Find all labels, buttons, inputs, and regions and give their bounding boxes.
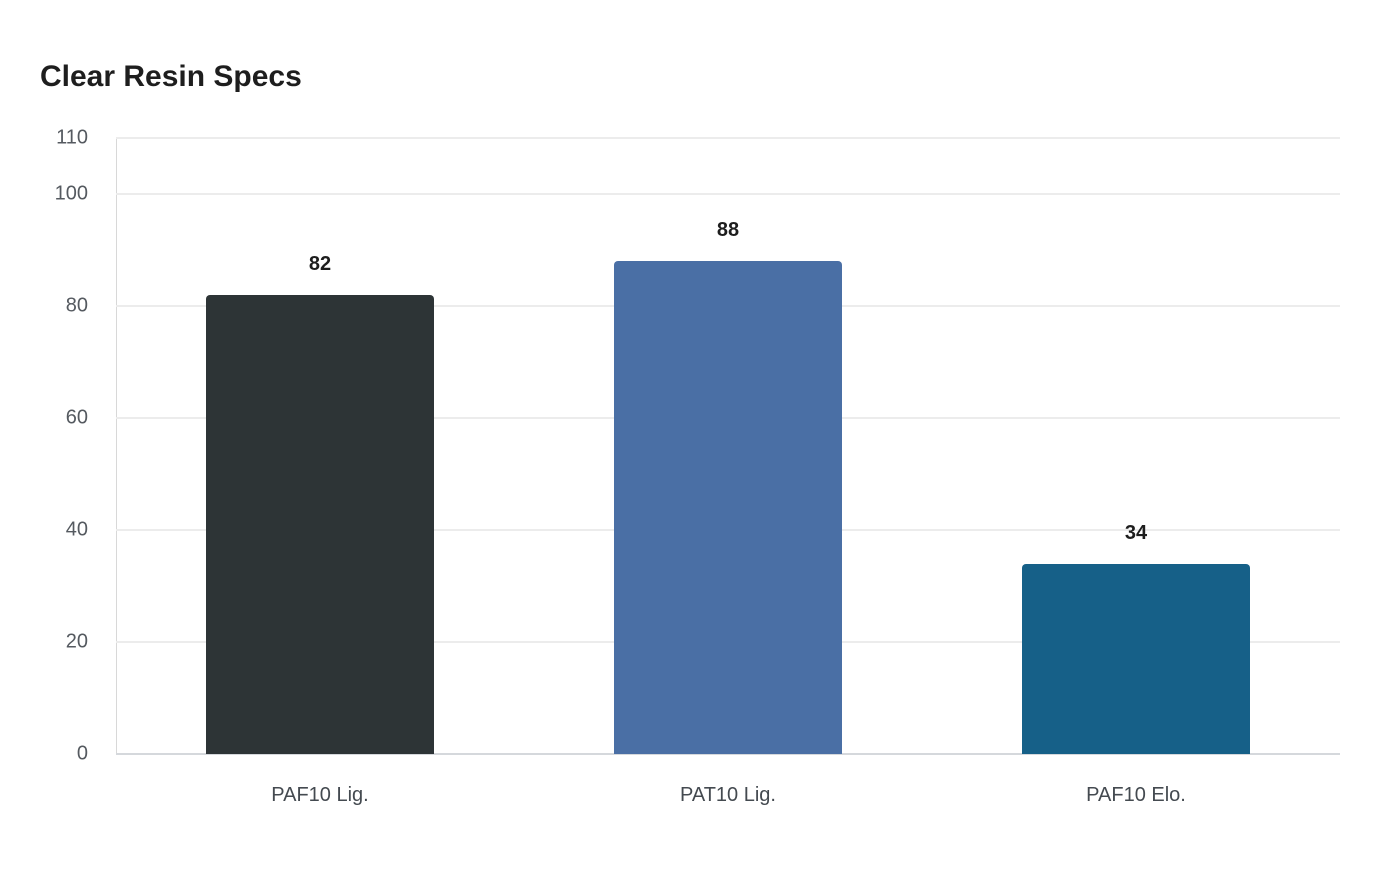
x-tick-label: PAT10 Lig.	[680, 784, 776, 806]
data-label: 34	[1124, 521, 1148, 544]
x-axis-line	[116, 753, 1340, 755]
gridline	[116, 193, 1340, 195]
y-axis-line	[116, 138, 117, 754]
chart-title: Clear Resin Specs	[40, 60, 302, 93]
y-tick-label: 0	[76, 742, 88, 765]
y-tick-label: 60	[65, 406, 88, 429]
plot-area: 0 20 40 60 80 100 110 82 PAF10 Lig. 88 PAT10 Lig. 3…	[55, 127, 1340, 806]
x-tick-label: PAF10 Elo.	[1086, 784, 1186, 806]
bar[interactable]	[206, 294, 434, 754]
x-tick-label: PAF10 Lig.	[271, 784, 369, 806]
y-tick-label: 80	[65, 294, 88, 317]
y-tick-label: 20	[65, 630, 88, 653]
gridline	[116, 137, 1340, 139]
data-label: 82	[308, 252, 332, 275]
y-tick-label: 100	[54, 182, 88, 205]
bar[interactable]	[1022, 563, 1250, 754]
data-label: 88	[716, 219, 740, 242]
y-tick-label: 110	[56, 126, 88, 149]
bar[interactable]	[614, 261, 842, 754]
y-tick-label: 40	[65, 518, 88, 541]
